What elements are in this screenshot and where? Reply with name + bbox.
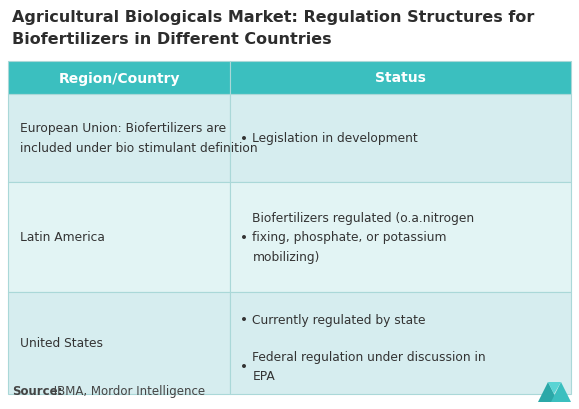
Text: IBMA, Mordor Intelligence: IBMA, Mordor Intelligence	[50, 384, 205, 398]
Text: •: •	[240, 360, 248, 373]
Bar	[230, 292, 571, 394]
Text: Agricultural Biologicals Market: Regulation Structures for: Agricultural Biologicals Market: Regulat…	[12, 10, 534, 25]
Bar	[230, 62, 571, 95]
Text: Latin America: Latin America	[20, 231, 105, 244]
Text: Federal regulation under discussion in
EPA: Federal regulation under discussion in E…	[252, 351, 486, 382]
Text: European Union: Biofertilizers are
included under bio stimulant definition: European Union: Biofertilizers are inclu…	[20, 122, 258, 155]
Text: •: •	[240, 230, 248, 245]
Text: Region/Country: Region/Country	[58, 71, 180, 85]
Bar	[8, 95, 230, 182]
Bar	[8, 182, 230, 292]
Bar	[8, 292, 230, 394]
Text: Biofertilizers in Different Countries: Biofertilizers in Different Countries	[12, 32, 332, 47]
Text: •: •	[240, 132, 248, 146]
Text: United States: United States	[20, 337, 103, 350]
Bar	[230, 95, 571, 182]
Polygon shape	[551, 382, 571, 402]
Text: •: •	[240, 313, 248, 327]
Polygon shape	[548, 382, 561, 394]
Text: Legislation in development: Legislation in development	[252, 132, 418, 145]
Text: Status: Status	[375, 71, 426, 85]
Polygon shape	[538, 382, 558, 402]
Text: Currently regulated by state: Currently regulated by state	[252, 313, 426, 326]
Text: Source:: Source:	[12, 384, 63, 398]
Bar	[230, 182, 571, 292]
Text: Biofertilizers regulated (o.a.nitrogen
fixing, phosphate, or potassium
mobilizin: Biofertilizers regulated (o.a.nitrogen f…	[252, 212, 475, 263]
Bar	[8, 62, 230, 95]
